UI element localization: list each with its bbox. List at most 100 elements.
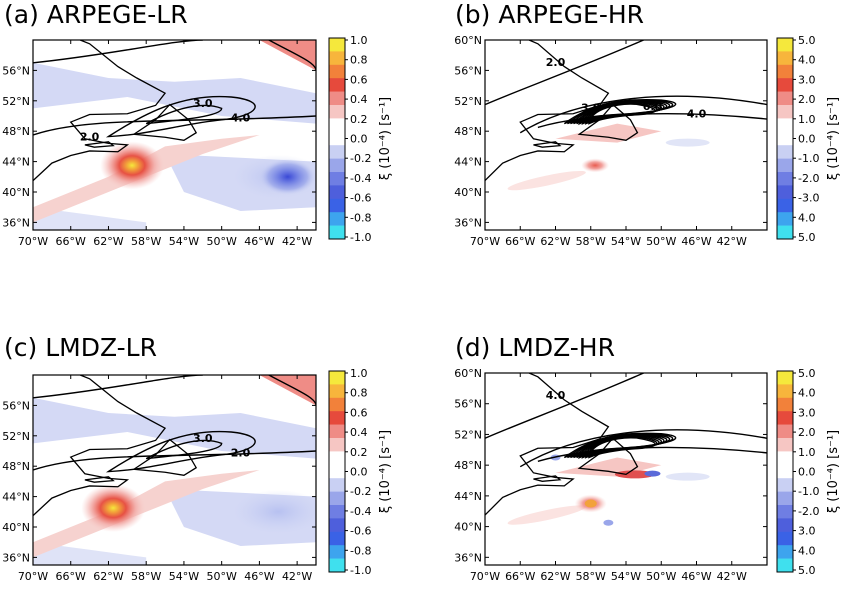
colorbar-segment [777,451,793,466]
colorbar-tick-label: 0.4 [350,426,368,439]
y-tick-label: 48°N [2,460,30,473]
colorbar-tick-label: -0.4 [350,505,371,518]
colorbar-tick-label: 4.0 [798,54,816,67]
colorbar-tick-label: -2.0 [798,505,819,518]
colorbar: 5.0 4.0 3.0 2.0 1.0 0.0 -1.0 -2.0 3.0 4.0 5.0 ξ (10… [776,367,841,577]
x-tick-label: 54°W [169,570,199,583]
negative-region [233,489,316,534]
colorbar-tick-label: 5.0 [798,367,816,380]
contour-line [519,95,767,134]
colorbar-segment [329,371,345,385]
colorbar-tick-label: -0.4 [350,172,371,185]
y-tick-label: 44°N [2,491,30,504]
vorticity-field [485,373,767,565]
panel-title: (c) LMDZ-LR [4,333,157,362]
coastline-mainland [485,373,610,516]
y-axis: 36°N 40°N 44°N 48°N 52°N 56°N [2,399,316,564]
colorbar-label: ξ (10⁻⁴) [s⁻¹] [826,97,841,180]
x-tick-label: 46°W [244,235,274,248]
x-axis: 70°W 66°W 62°W 58°W 54°W 50°W 46°W 42°W [18,40,312,248]
y-tick-label: 52°N [2,430,30,443]
coastline-island [533,475,562,482]
x-tick-label: 58°W [131,235,161,248]
positive-region [259,40,316,71]
colorbar-tick-label: 0.6 [350,406,368,419]
colorbar-segment [329,225,345,240]
contour-line [33,115,316,136]
colorbar-segment [777,397,793,412]
colorbar-tick-label: 5.0 [798,564,816,577]
colorbar-tick-label: -1.0 [350,231,371,244]
colorbar-segment [777,371,793,385]
x-tick-label: 42°W [282,570,312,583]
contour-label: 4.0 [231,111,251,124]
vorticity-maximum [581,158,610,173]
contour-line [105,95,256,138]
contour-line [145,104,223,125]
contour-line [519,429,767,468]
x-tick-label: 50°W [206,235,236,248]
x-tick-label: 42°W [282,235,312,248]
colorbar-segment [777,105,793,119]
colorbar-tick-label: 0.0 [798,466,816,479]
colorbar-segment [777,78,793,92]
colorbar-tick-label: 1.0 [350,367,368,380]
x-tick-label: 50°W [646,570,676,583]
contour-label: 2.0 [231,446,251,459]
colorbar-tick-label: 3.0 [798,73,816,86]
colorbar-tick-label: -1.0 [798,152,819,165]
x-tick-label: 66°W [505,570,535,583]
negative-region [603,519,614,526]
colorbar-segment [777,478,793,492]
contour-line [33,375,203,399]
colorbar-segment [777,438,793,452]
colorbar-tick-label: 3.0 [798,525,816,538]
colorbar-segment [777,212,793,226]
x-axis: 70°W 66°W 62°W 58°W 54°W 50°W 46°W 42°W [470,373,747,583]
colorbar-segment [777,172,793,186]
colorbar-tick-label: 0.0 [798,133,816,146]
panel-a: (a) ARPEGE-LR 3.0 4.0 2.0 70°W 66°W 62°W 58°W 5… [0,0,425,294]
colorbar-tick-label: 0.0 [350,466,368,479]
colorbar-segment [777,225,793,240]
coastline-island [84,141,115,148]
y-tick-label: 36°N [2,551,30,564]
contour-line [588,103,656,125]
vorticity-maximum [100,141,165,190]
colorbar-segment [329,558,345,573]
contour-line [33,40,203,64]
y-tick-label: 56°N [2,64,30,77]
y-tick-label: 36°N [2,216,30,229]
colorbar-label: ξ (10⁻⁴) [s⁻¹] [378,430,393,513]
panel-b: (b) ARPEGE-HR 2.0 3.0 6.0 4.0 70°W 66°W 62°W 58… [425,0,850,294]
colorbar-tick-label: -2.0 [798,172,819,185]
colorbar-tick-label: 0.2 [350,446,368,459]
negative-region [33,62,316,124]
contour-lines [33,40,316,138]
contour-line [485,373,644,439]
colorbar-tick-label: -0.2 [350,485,371,498]
colorbar-segment [777,118,793,133]
colorbar-segment [777,158,793,173]
colorbar-segment [777,145,793,159]
colorbar-tick-label: 4.0 [798,387,816,400]
colorbar-segment [777,558,793,573]
positive-region [614,470,655,479]
y-tick-label: 48°N [454,125,482,138]
y-tick-label: 52°N [454,428,482,441]
coastline-mainland [33,375,167,517]
x-tick-label: 54°W [169,235,199,248]
vorticity-field [33,375,316,565]
x-tick-label: 70°W [18,235,48,248]
colorbar-segment [777,531,793,546]
y-tick-label: 52°N [454,95,482,108]
y-tick-label: 56°N [2,399,30,412]
colorbar-segment [777,518,793,533]
colorbar-segment [329,464,345,479]
colorbar-segment [329,145,345,159]
colorbar: 5.0 4.0 3.0 2.0 1.0 0.0 -1.0 -2.0 -3.0 4.0 5.0 ξ (1… [776,34,841,244]
x-tick-label: 62°W [540,570,570,583]
colorbar-segment [777,505,793,519]
colorbar-tick-label: 0.8 [350,387,368,400]
colorbar-segment [329,212,345,226]
